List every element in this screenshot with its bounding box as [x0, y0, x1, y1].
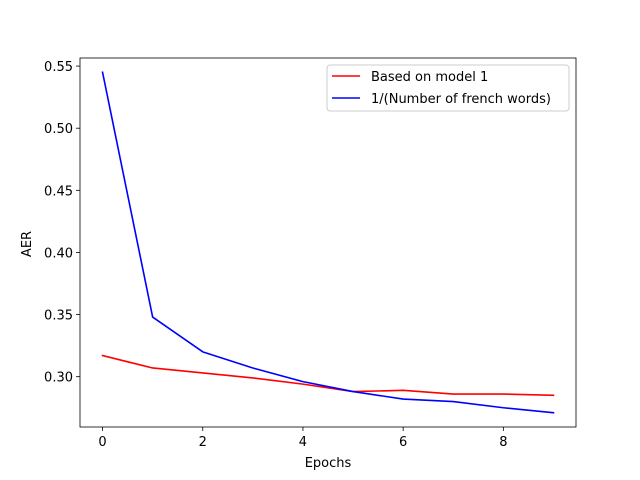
y-tick-label: 0.40 — [44, 246, 73, 261]
legend-label-2: 1/(Number of french words) — [371, 92, 551, 107]
axes-frame — [79, 57, 577, 428]
series-line-2 — [101, 71, 555, 414]
x-tick-label: 8 — [499, 435, 507, 450]
x-tick-label: 4 — [299, 435, 307, 450]
y-tick-label: 0.55 — [44, 60, 73, 75]
y-tick-label: 0.35 — [44, 309, 73, 324]
axes-ticks: 0 2 4 6 8 0.30 0.35 0.40 0.45 0.50 0.55 — [44, 60, 507, 450]
legend-label-1: Based on model 1 — [371, 70, 488, 85]
x-tick-label: 0 — [98, 435, 106, 450]
y-axis-label: AER — [20, 231, 35, 257]
y-tick-label: 0.50 — [44, 122, 73, 137]
x-axis-label: Epochs — [305, 456, 352, 471]
legend: Based on model 1 1/(Number of french word… — [326, 64, 570, 112]
y-tick-label: 0.45 — [44, 184, 73, 199]
x-tick-label: 2 — [199, 435, 207, 450]
y-tick-label: 0.30 — [44, 371, 73, 386]
plot-area — [79, 57, 577, 428]
x-tick-label: 6 — [399, 435, 407, 450]
legend-box — [326, 64, 570, 112]
series-line-1 — [101, 354, 555, 397]
